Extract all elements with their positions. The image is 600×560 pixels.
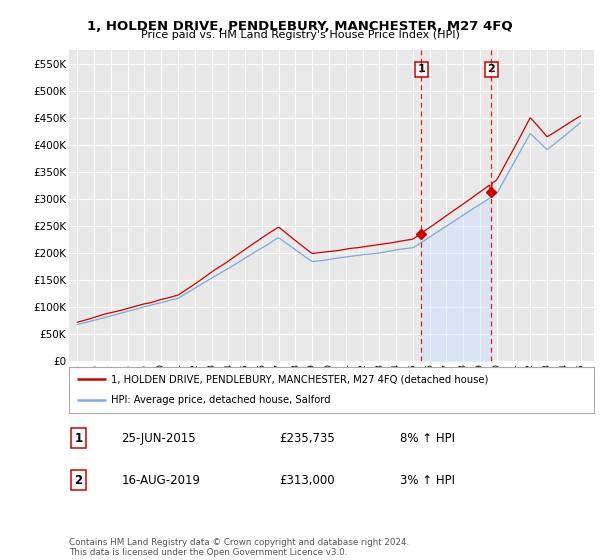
Text: Contains HM Land Registry data © Crown copyright and database right 2024.
This d: Contains HM Land Registry data © Crown c… [69,538,409,557]
Text: 1: 1 [418,64,425,74]
Text: 25-JUN-2015: 25-JUN-2015 [121,432,196,445]
Text: £313,000: £313,000 [279,474,335,487]
Text: 1: 1 [74,432,82,445]
Text: 3% ↑ HPI: 3% ↑ HPI [400,474,455,487]
Text: 2: 2 [74,474,82,487]
Text: 1, HOLDEN DRIVE, PENDLEBURY, MANCHESTER, M27 4FQ (detached house): 1, HOLDEN DRIVE, PENDLEBURY, MANCHESTER,… [111,374,488,384]
Text: 2: 2 [487,64,495,74]
Text: £235,735: £235,735 [279,432,335,445]
Text: 8% ↑ HPI: 8% ↑ HPI [400,432,455,445]
Text: 1, HOLDEN DRIVE, PENDLEBURY, MANCHESTER, M27 4FQ: 1, HOLDEN DRIVE, PENDLEBURY, MANCHESTER,… [87,20,513,32]
Text: Price paid vs. HM Land Registry's House Price Index (HPI): Price paid vs. HM Land Registry's House … [140,30,460,40]
Text: 16-AUG-2019: 16-AUG-2019 [121,474,200,487]
Text: HPI: Average price, detached house, Salford: HPI: Average price, detached house, Salf… [111,395,331,405]
